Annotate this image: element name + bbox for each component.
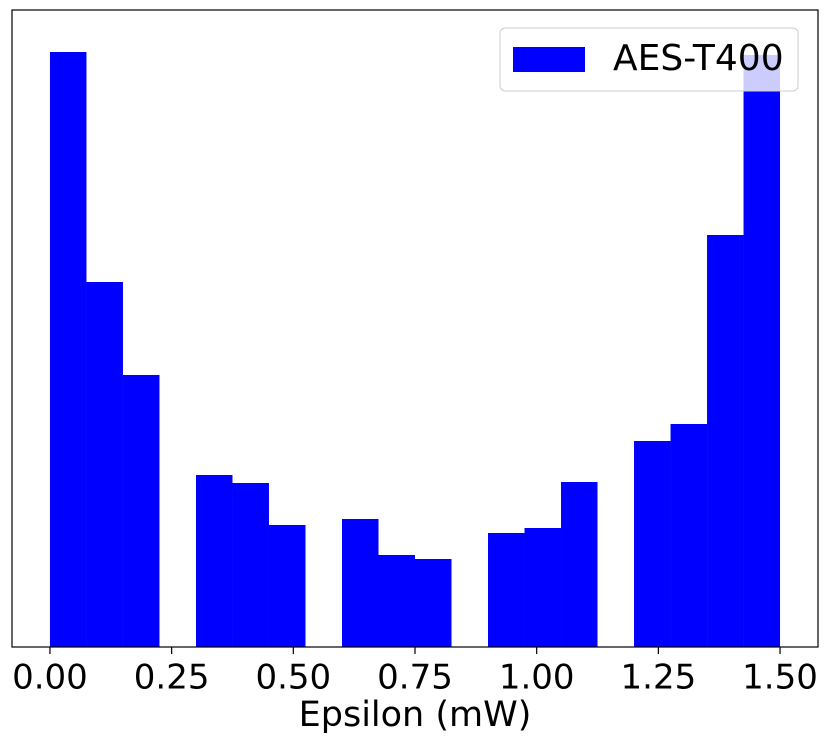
bar (122, 375, 160, 647)
bar (195, 475, 233, 647)
x-tick-label: 0.50 (255, 658, 331, 698)
bar (86, 282, 123, 647)
bar (670, 424, 708, 647)
bar (561, 482, 598, 647)
x-tick-label: 0.00 (12, 658, 88, 698)
legend-swatch (513, 47, 585, 72)
bar (743, 55, 781, 647)
bar (707, 235, 744, 647)
x-axis-label: Epsilon (mW) (299, 695, 532, 735)
bar (524, 528, 562, 647)
bar (49, 52, 87, 647)
bar (415, 559, 452, 647)
bar (634, 441, 671, 647)
x-tick-label: 1.00 (499, 658, 575, 698)
x-tick-label: 1.25 (621, 658, 697, 698)
x-tick-label: 0.75 (377, 658, 453, 698)
x-tick-label: 0.25 (134, 658, 210, 698)
bar (488, 533, 525, 647)
bar (232, 483, 269, 647)
legend-label: AES-T400 (613, 38, 784, 79)
bar (268, 525, 306, 647)
bar (378, 555, 415, 647)
bar (341, 519, 379, 647)
x-tick-label: 1.50 (742, 658, 818, 698)
legend-box (499, 27, 799, 92)
